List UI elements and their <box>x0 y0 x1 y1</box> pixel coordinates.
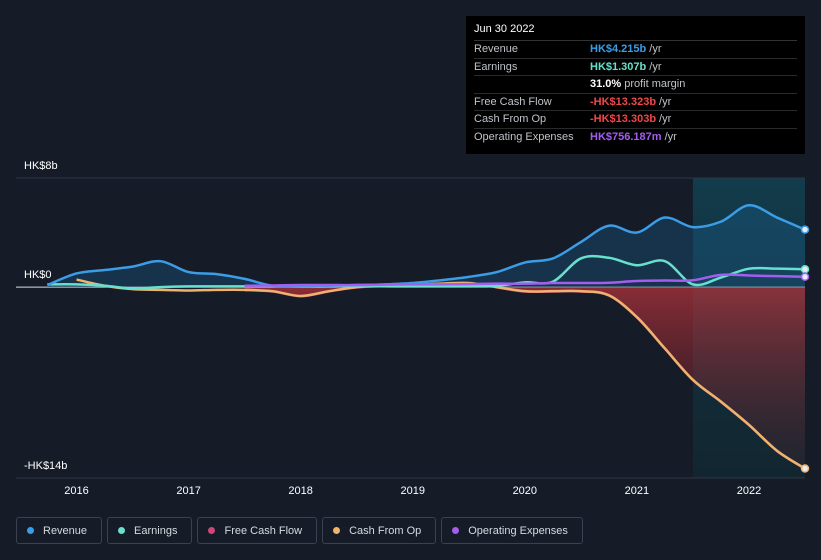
tooltip-row: Earnings HK$1.307b/yr <box>474 59 797 76</box>
end-marker <box>800 225 810 234</box>
tooltip-label <box>474 76 590 93</box>
legend-label: Revenue <box>43 524 88 537</box>
legend-item[interactable]: Revenue <box>16 517 103 544</box>
chart: HK$8b HK$0 -HK$14b 2016 2017 2018 2019 2020 2021… <box>16 160 810 497</box>
legend-swatch <box>452 527 460 534</box>
legend-item[interactable]: Operating Expenses <box>441 517 583 544</box>
legend-swatch <box>333 527 341 534</box>
series-line <box>46 204 806 288</box>
y-tick-label: HK$0 <box>24 269 52 281</box>
series-line <box>47 254 806 290</box>
legend: Revenue Earnings Free Cash Flow Cash From O… <box>16 517 583 544</box>
x-tick-label: 2019 <box>400 485 424 497</box>
legend-label: Cash From Op <box>349 524 422 537</box>
y-tick-label: HK$8b <box>24 160 58 172</box>
tooltip-row: 31.0% profit margin <box>474 76 797 94</box>
tooltip: Jun 30 2022 Revenue HK$4.215b/yr Earnings HK… <box>466 16 805 154</box>
tooltip-row: Operating Expenses HK$756.187m/yr <box>474 129 797 146</box>
series-line <box>244 273 806 287</box>
tooltip-label: Operating Expenses <box>474 130 574 143</box>
legend-item[interactable]: Cash From Op <box>322 517 437 544</box>
legend-label: Earnings <box>134 524 178 537</box>
legend-label: Free Cash Flow <box>224 524 303 537</box>
tooltip-unit: /yr <box>664 130 677 143</box>
tooltip-label: Revenue <box>474 43 519 55</box>
end-marker <box>800 265 810 274</box>
tooltip-label: Earnings <box>474 60 518 73</box>
tooltip-label: Cash From Op <box>474 113 547 125</box>
tooltip-value: HK$4.215b <box>590 43 647 55</box>
tooltip-unit: profit margin <box>624 78 686 90</box>
tooltip-unit: /yr <box>649 43 662 55</box>
x-tick-label: 2021 <box>625 485 649 497</box>
x-tick-label: 2017 <box>176 485 200 497</box>
tooltip-date: Jun 30 2022 <box>474 23 797 41</box>
legend-swatch <box>118 527 126 534</box>
tooltip-row: Revenue HK$4.215b/yr <box>474 41 797 59</box>
legend-item[interactable]: Free Cash Flow <box>197 517 318 544</box>
tooltip-unit: /yr <box>649 60 662 73</box>
tooltip-value: 31.0% <box>590 78 622 90</box>
legend-label: Operating Expenses <box>468 524 568 537</box>
x-tick-label: 2020 <box>513 485 537 497</box>
tooltip-label: Free Cash Flow <box>474 95 552 108</box>
tooltip-value: HK$1.307b <box>590 60 647 73</box>
x-tick-label: 2018 <box>288 485 312 497</box>
tooltip-row: Free Cash Flow -HK$13.323b/yr <box>474 94 797 111</box>
x-tick-label: 2022 <box>737 485 761 497</box>
end-marker <box>800 272 810 282</box>
tooltip-value: -HK$13.303b <box>590 113 657 125</box>
x-tick-label: 2016 <box>64 485 88 497</box>
area <box>47 205 806 288</box>
y-tick-label: -HK$14b <box>24 460 67 472</box>
area <box>244 283 805 469</box>
tooltip-unit: /yr <box>659 95 672 108</box>
legend-swatch <box>208 527 216 534</box>
legend-item[interactable]: Earnings <box>107 517 193 544</box>
tooltip-row: Cash From Op -HK$13.303b/yr <box>474 111 797 129</box>
tooltip-unit: /yr <box>659 113 672 125</box>
tooltip-value: HK$756.187m <box>590 130 662 143</box>
end-marker <box>800 464 810 473</box>
tooltip-value: -HK$13.323b <box>590 95 657 108</box>
legend-swatch <box>27 527 34 534</box>
